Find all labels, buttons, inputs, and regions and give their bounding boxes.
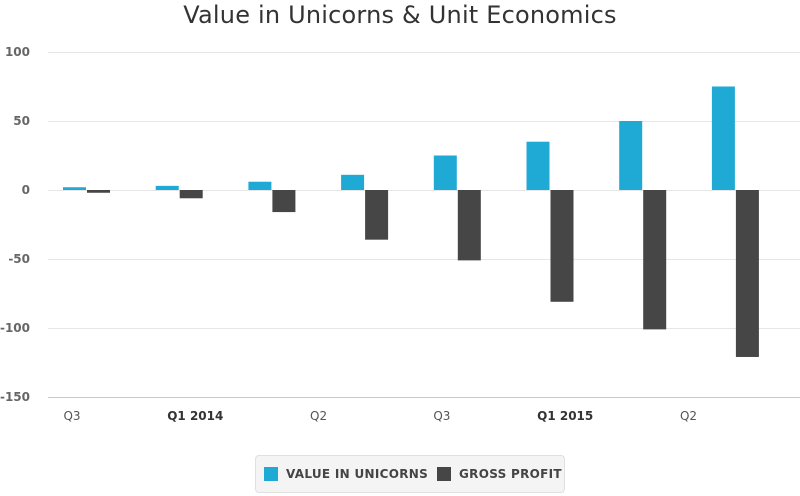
y-tick-label: 100 — [5, 45, 30, 59]
bar-gross-profit[interactable] — [272, 190, 296, 213]
bars — [63, 86, 759, 357]
y-tick-label: -150 — [0, 390, 30, 404]
legend-label-gross-profit: GROSS PROFIT — [459, 467, 562, 481]
legend: VALUE IN UNICORNS GROSS PROFIT — [255, 455, 565, 493]
bar-value-in-unicorns[interactable] — [433, 155, 457, 191]
bar-value-in-unicorns[interactable] — [248, 181, 272, 190]
bar-gross-profit[interactable] — [457, 190, 481, 261]
bar-value-in-unicorns[interactable] — [155, 185, 179, 190]
x-tick-label: Q1 2015 — [537, 409, 593, 423]
bar-value-in-unicorns[interactable] — [341, 174, 365, 190]
legend-item-gross-profit[interactable]: GROSS PROFIT — [437, 467, 562, 481]
x-tick-label: Q3 — [433, 409, 450, 423]
x-tick-label: Q2 — [680, 409, 697, 423]
legend-swatch-gross-profit — [437, 467, 451, 481]
bar-value-in-unicorns[interactable] — [526, 141, 550, 190]
y-tick-label: 0 — [22, 183, 30, 197]
legend-label-value-in-unicorns: VALUE IN UNICORNS — [286, 467, 429, 481]
bar-value-in-unicorns[interactable] — [63, 187, 86, 190]
bar-value-in-unicorns[interactable] — [711, 86, 735, 191]
x-axis-ticks: Q3 Q1 2014 Q2 Q3 Q1 2015 Q2 — [63, 409, 697, 423]
y-tick-label: 50 — [13, 114, 30, 128]
y-axis-ticks: 100 50 0 -50 -100 -150 — [0, 45, 30, 404]
bar-value-in-unicorns[interactable] — [619, 121, 643, 190]
x-tick-label: Q2 — [310, 409, 327, 423]
legend-item-value-in-unicorns[interactable]: VALUE IN UNICORNS — [264, 467, 428, 481]
y-tick-label: -50 — [8, 252, 30, 266]
bar-gross-profit[interactable] — [87, 190, 110, 193]
bar-gross-profit[interactable] — [735, 190, 759, 357]
bar-gross-profit[interactable] — [179, 190, 203, 199]
y-tick-label: -100 — [0, 321, 30, 335]
bar-gross-profit[interactable] — [643, 190, 667, 330]
grid-lines — [48, 52, 800, 398]
x-tick-label: Q3 — [63, 409, 80, 423]
x-tick-label: Q1 2014 — [167, 409, 223, 423]
chart-title: Value in Unicorns & Unit Economics — [183, 1, 617, 29]
legend-swatch-value-in-unicorns — [264, 467, 278, 481]
bar-gross-profit[interactable] — [365, 190, 389, 240]
bar-gross-profit[interactable] — [550, 190, 574, 302]
